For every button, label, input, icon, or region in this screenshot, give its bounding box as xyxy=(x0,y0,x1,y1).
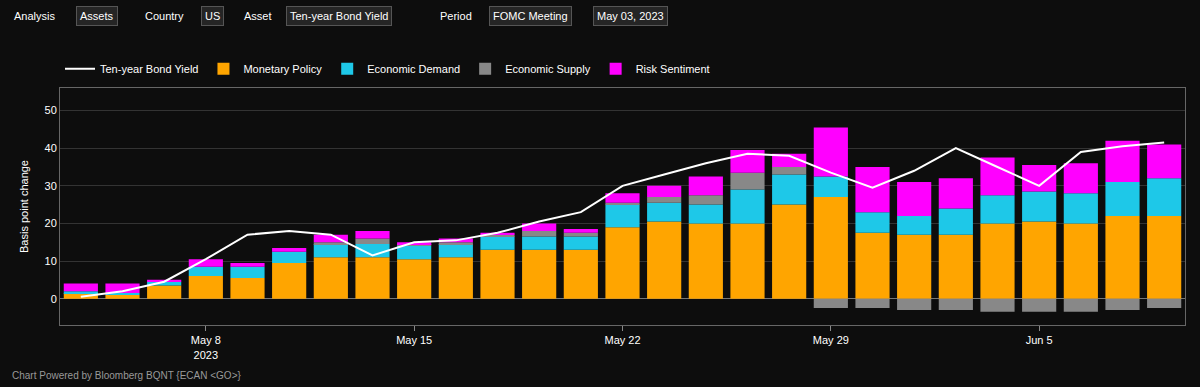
svg-text:May 82023: May 82023 xyxy=(191,334,221,360)
svg-text:Economic Demand: Economic Demand xyxy=(367,63,460,75)
svg-text:40: 40 xyxy=(45,142,57,154)
svg-text:Monetary Policy: Monetary Policy xyxy=(243,63,322,75)
svg-text:May 03, 2023: May 03, 2023 xyxy=(597,10,664,22)
svg-text:May 22: May 22 xyxy=(604,334,640,346)
svg-text:Period: Period xyxy=(440,10,472,22)
svg-text:Country: Country xyxy=(145,10,184,22)
svg-text:Chart Powered by Bloomberg BQN: Chart Powered by Bloomberg BQNT {ECAN <G… xyxy=(12,370,241,381)
svg-text:FOMC Meeting: FOMC Meeting xyxy=(493,10,568,22)
svg-text:10: 10 xyxy=(45,255,57,267)
svg-text:30: 30 xyxy=(45,180,57,192)
svg-text:Analysis: Analysis xyxy=(14,10,55,22)
svg-text:Basis point change: Basis point change xyxy=(18,160,30,253)
svg-text:Ten-year Bond Yield: Ten-year Bond Yield xyxy=(290,10,388,22)
svg-text:Ten-year Bond Yield: Ten-year Bond Yield xyxy=(100,63,198,75)
svg-text:Economic Supply: Economic Supply xyxy=(505,63,590,75)
svg-text:May 15: May 15 xyxy=(396,334,432,346)
svg-text:0: 0 xyxy=(51,293,57,305)
svg-text:20: 20 xyxy=(45,217,57,229)
svg-text:50: 50 xyxy=(45,104,57,116)
svg-text:US: US xyxy=(205,10,220,22)
svg-text:Jun 5: Jun 5 xyxy=(1026,334,1053,346)
svg-text:May 29: May 29 xyxy=(813,334,849,346)
svg-text:Assets: Assets xyxy=(80,10,114,22)
svg-text:Risk Sentiment: Risk Sentiment xyxy=(636,63,710,75)
svg-text:Asset: Asset xyxy=(244,10,272,22)
